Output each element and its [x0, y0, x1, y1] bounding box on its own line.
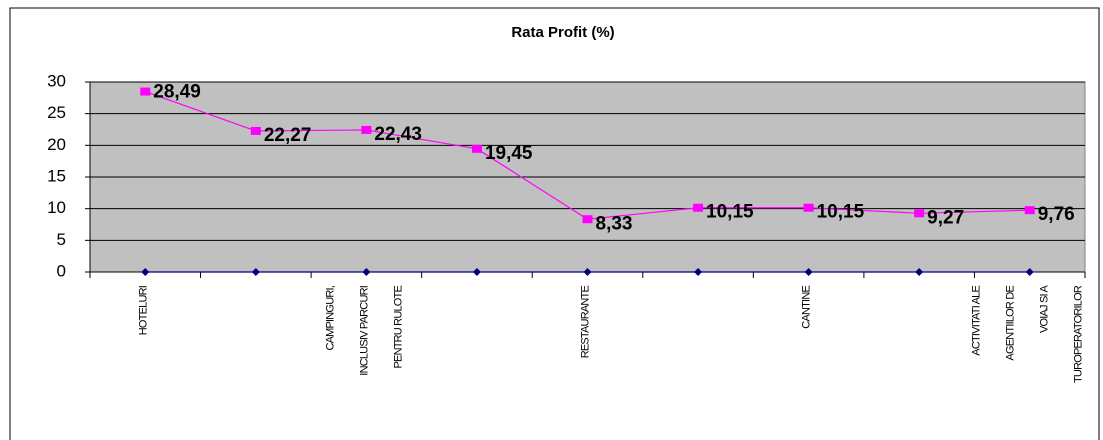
- data-label: 19,45: [485, 143, 533, 164]
- marker: [1025, 268, 1034, 276]
- y-tick-label: 15: [47, 166, 66, 185]
- x-tick-label: HOTELURI: [137, 285, 149, 335]
- marker: [582, 215, 593, 224]
- y-tick-label: 10: [47, 198, 66, 217]
- marker: [472, 268, 481, 276]
- data-label: 10,15: [706, 202, 754, 223]
- y-tick-label: 0: [57, 261, 66, 280]
- x-tick-label: CAMPINGURI, INCLUSIV PARCURI PENTRU RULOTE: [324, 285, 404, 375]
- y-tick-label: 25: [47, 103, 66, 122]
- marker: [803, 203, 814, 212]
- x-tick-label: ACTIVITATI ALE AGENTIILOR DE VOIAJ SI A TUR…: [971, 285, 1085, 383]
- data-label: 9,76: [1038, 204, 1075, 225]
- y-tick-label: 30: [47, 71, 66, 90]
- marker: [804, 268, 813, 276]
- data-label: 22,43: [374, 124, 422, 145]
- y-tick-label: 5: [57, 230, 66, 249]
- marker: [251, 268, 260, 276]
- marker: [140, 87, 151, 96]
- x-tick-label: RESTAURANTE: [579, 286, 591, 359]
- marker: [583, 268, 592, 276]
- marker: [1024, 206, 1035, 215]
- data-label: 8,33: [596, 213, 633, 234]
- marker: [915, 268, 924, 276]
- marker: [694, 268, 703, 276]
- data-label: 22,27: [264, 125, 312, 146]
- data-label: 28,49: [153, 82, 201, 103]
- y-tick-label: 20: [47, 135, 66, 154]
- marker: [250, 126, 261, 135]
- marker: [141, 268, 150, 276]
- marker: [362, 268, 371, 276]
- marker: [361, 125, 372, 134]
- x-tick-label: CANTINE: [801, 286, 813, 329]
- chart-title: Rata Profit (%): [511, 24, 614, 41]
- data-label: 10,15: [817, 202, 865, 223]
- data-label: 9,27: [927, 207, 964, 228]
- marker: [693, 203, 704, 212]
- marker: [914, 209, 925, 218]
- marker: [471, 144, 482, 153]
